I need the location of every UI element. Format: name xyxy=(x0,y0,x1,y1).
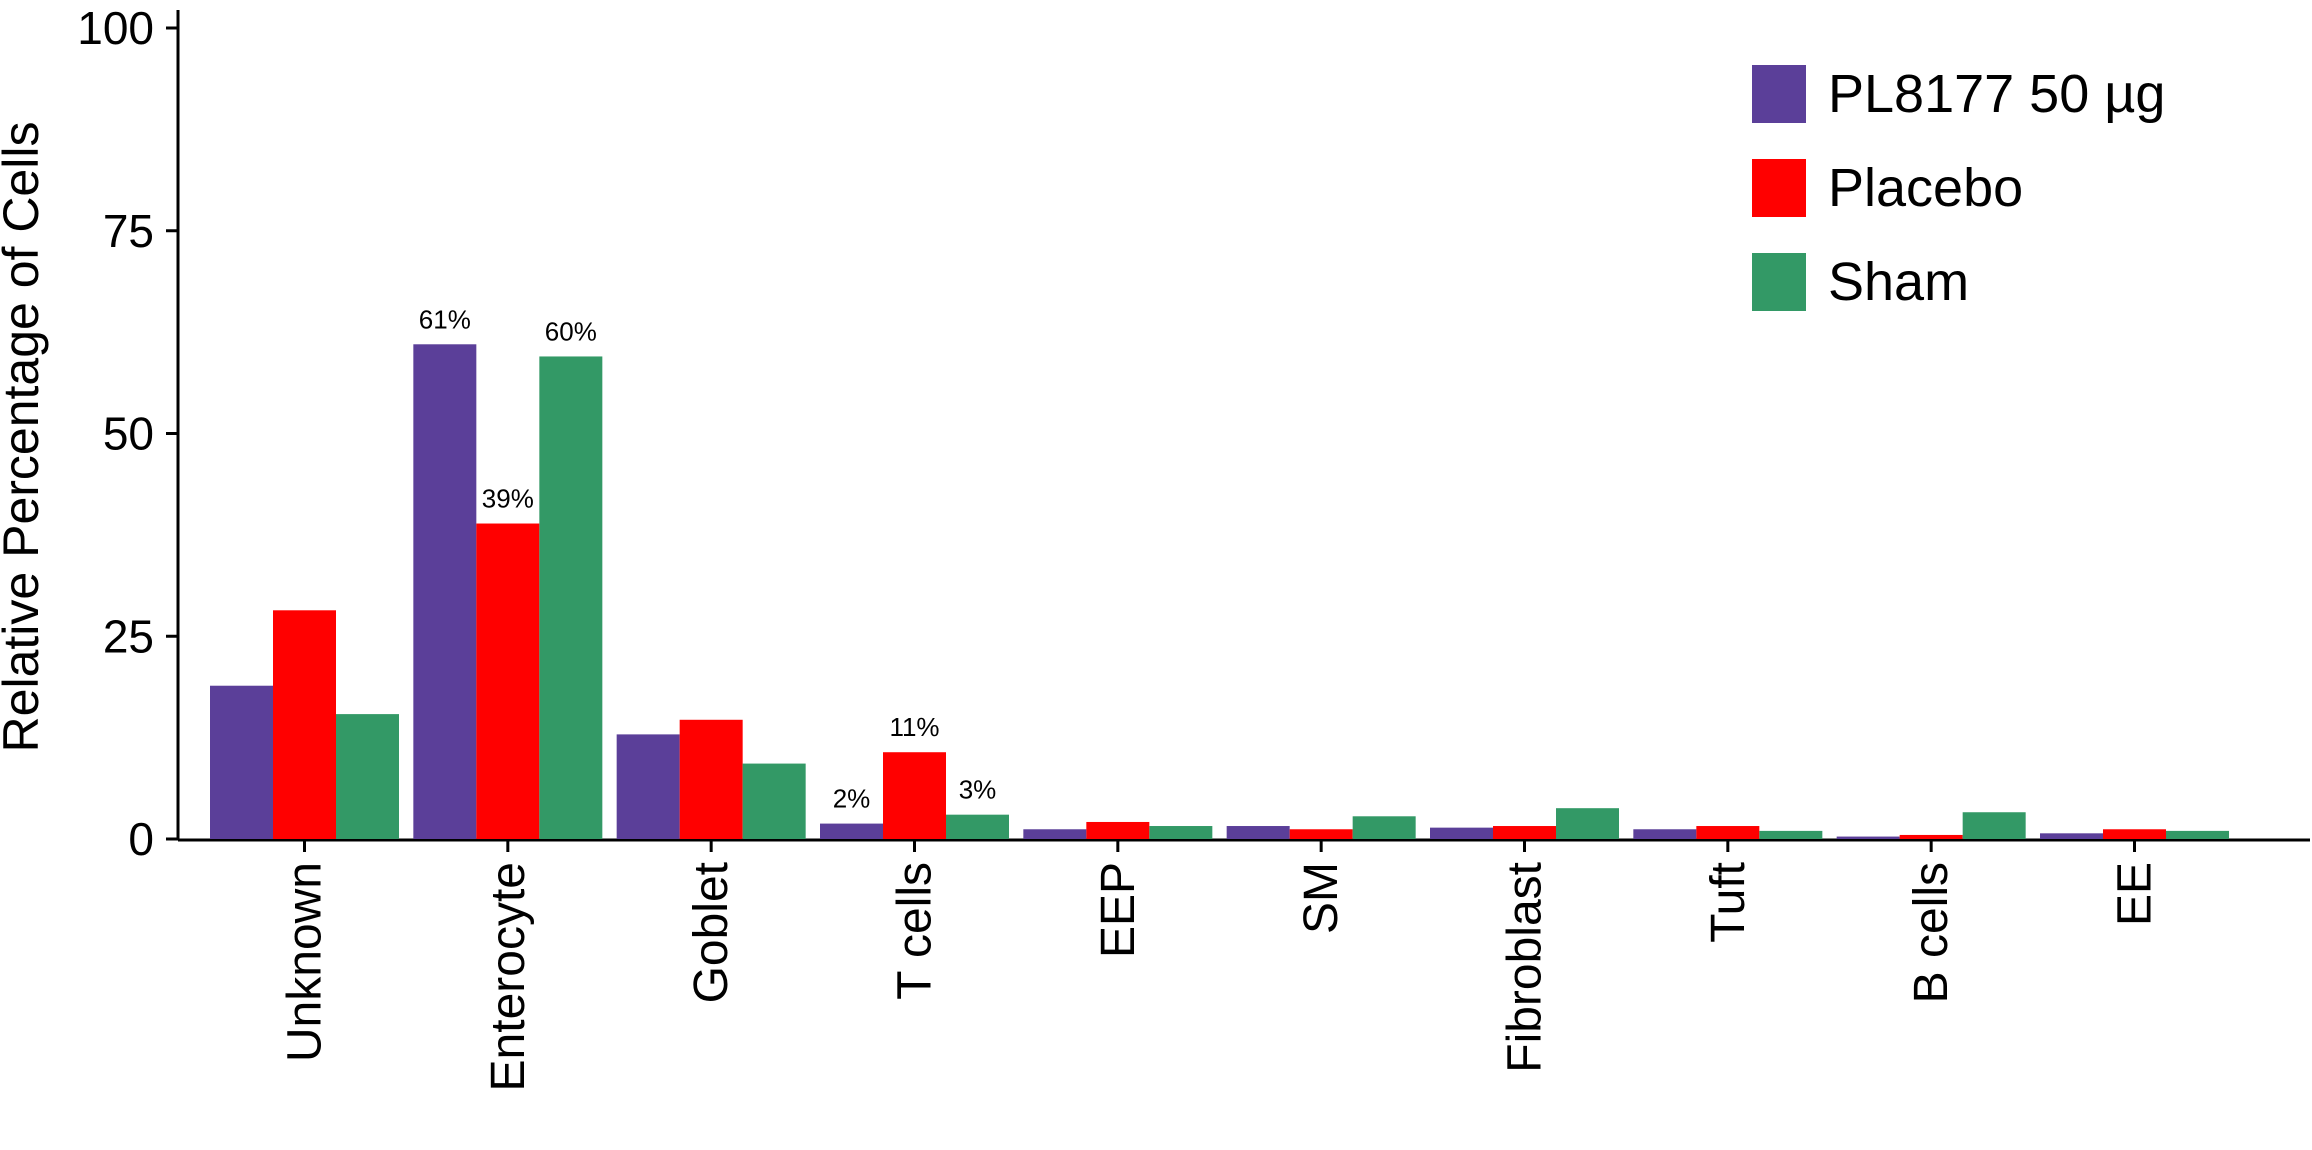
bar-ee-placebo xyxy=(2103,829,2166,839)
bar-t-cells-sham xyxy=(946,814,1009,839)
bar-b-cells-pl8177-50-g xyxy=(1836,836,1900,839)
x-tick-label-eep: EEP xyxy=(1092,862,1145,958)
x-tick-label-goblet: Goblet xyxy=(685,862,738,1003)
data-label-t-cells-sham: 3% xyxy=(959,775,997,805)
x-tick-label-b-cells: B cells xyxy=(1905,862,1958,1003)
bar-unknown-pl8177-50-g xyxy=(210,685,273,839)
bar-goblet-pl8177-50-g xyxy=(616,734,680,839)
legend-label-placebo: Placebo xyxy=(1828,158,2023,218)
x-tick-label-fibroblast: Fibroblast xyxy=(1499,862,1552,1073)
x-axis-labels: Unknown Enterocyte Goblet T cells EEP SM Fibro… xyxy=(279,840,2162,1091)
bar-sm-pl8177-50-g xyxy=(1226,826,1290,839)
bar-enterocyte-sham xyxy=(539,356,603,839)
legend-label-pl8177-50-g: PL8177 50 µg xyxy=(1828,64,2165,124)
bar-t-cells-pl8177-50-g xyxy=(820,823,883,839)
bar-fibroblast-sham xyxy=(1556,808,1619,839)
y-tick-label: 0 xyxy=(128,813,154,865)
legend-swatch-placebo xyxy=(1752,159,1806,217)
bar-b-cells-sham xyxy=(1962,812,2026,839)
y-axis-title: Relative Percentage of Cells xyxy=(0,122,49,753)
bar-tuft-sham xyxy=(1759,830,1823,839)
x-tick-label-tuft: Tuft xyxy=(1702,862,1755,943)
bar-eep-placebo xyxy=(1086,821,1150,839)
axes xyxy=(176,10,2310,842)
x-tick-label-enterocyte: Enterocyte xyxy=(482,862,535,1091)
x-tick-label-ee: EE xyxy=(2109,862,2162,926)
bar-goblet-sham xyxy=(742,763,806,839)
bars xyxy=(210,344,2229,839)
bar-ee-sham xyxy=(2166,830,2229,839)
x-tick-label-unknown: Unknown xyxy=(279,862,332,1062)
bar-fibroblast-placebo xyxy=(1493,826,1556,839)
bar-eep-pl8177-50-g xyxy=(1023,829,1087,839)
bar-enterocyte-placebo xyxy=(476,523,540,839)
legend-swatch-pl8177-50-g xyxy=(1752,65,1806,123)
bar-fibroblast-pl8177-50-g xyxy=(1430,827,1493,839)
bar-sm-placebo xyxy=(1289,829,1353,839)
data-label-enterocyte-placebo: 39% xyxy=(482,484,534,514)
data-label-enterocyte-sham: 60% xyxy=(545,316,597,346)
bar-goblet-placebo xyxy=(679,719,743,839)
y-tick-label: 75 xyxy=(103,205,154,257)
bar-enterocyte-pl8177-50-g xyxy=(413,344,477,839)
bar-tuft-placebo xyxy=(1696,826,1760,839)
bar-ee-pl8177-50-g xyxy=(2040,833,2103,839)
bar-eep-sham xyxy=(1149,826,1213,839)
legend-label-sham: Sham xyxy=(1828,252,1969,312)
data-label-t-cells-pl8177-50-g: 2% xyxy=(833,784,871,814)
legend-swatch-sham xyxy=(1752,253,1806,311)
data-label-enterocyte-pl8177-50-g: 61% xyxy=(419,304,471,334)
bar-sm-sham xyxy=(1352,816,1416,839)
x-tick-label-t-cells: T cells xyxy=(889,862,942,1000)
y-axis-ticks: 0 25 50 75 100 xyxy=(77,2,178,865)
x-tick-label-sm: SM xyxy=(1295,862,1348,934)
y-tick-label: 25 xyxy=(103,610,154,662)
bar-b-cells-placebo xyxy=(1899,834,1963,839)
bar-unknown-placebo xyxy=(273,610,336,839)
legend: PL8177 50 µg Placebo Sham xyxy=(1752,64,2165,312)
bar-unknown-sham xyxy=(336,714,399,839)
data-label-t-cells-placebo: 11% xyxy=(889,712,939,742)
data-labels: 61% 39% 60% 2% 11% 3% xyxy=(419,304,996,813)
bar-t-cells-placebo xyxy=(883,752,946,839)
bar-tuft-pl8177-50-g xyxy=(1633,829,1697,839)
y-tick-label: 50 xyxy=(103,408,154,460)
y-tick-label: 100 xyxy=(77,2,154,54)
